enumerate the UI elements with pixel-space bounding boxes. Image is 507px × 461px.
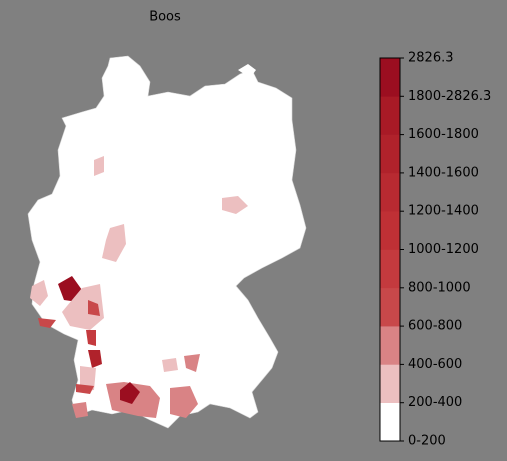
- region-highlight: [62, 284, 104, 330]
- island: [238, 64, 256, 78]
- region-highlight: [72, 402, 88, 418]
- region-highlight: [102, 224, 126, 262]
- country-shape: [27, 55, 307, 429]
- colorbar-segment: [380, 287, 400, 327]
- region-highlight: [120, 382, 140, 404]
- region-highlight: [222, 196, 248, 214]
- region-highlight: [88, 300, 100, 316]
- colorbar-label: 1400-1600: [408, 165, 479, 180]
- colorbar-segment: [380, 249, 400, 289]
- region-highlight: [38, 318, 56, 328]
- colorbar-segment: [380, 172, 400, 212]
- colorbar-segment: [380, 134, 400, 174]
- colorbar-label: 1800-2826.3: [408, 89, 491, 104]
- colorbar: 0-200 200-400 400-600 600-800 800-1000 1000-1…: [379, 51, 491, 449]
- colorbar-segment: [380, 326, 400, 365]
- colorbar-segment: [380, 58, 400, 97]
- region-highlight: [170, 386, 198, 418]
- colorbar-label: 1000-1200: [408, 242, 479, 257]
- region-highlight: [86, 330, 96, 346]
- colorbar-label: 600-800: [408, 319, 462, 334]
- region-highlight: [76, 384, 94, 394]
- region-highlight: [162, 358, 178, 372]
- region-highlight: [94, 156, 104, 176]
- region-highlight: [30, 280, 48, 306]
- colorbar-label: 200-400: [408, 395, 462, 410]
- colorbar-segment: [380, 96, 400, 135]
- colorbar-label: 2826.3: [408, 51, 454, 66]
- region-highlight: [88, 350, 102, 368]
- region-highlight: [184, 354, 200, 372]
- colorbar-segment: [380, 402, 400, 442]
- colorbar-label: 400-600: [408, 357, 462, 372]
- colorbar-label: 0-200: [408, 434, 446, 449]
- colorbar-label: 1200-1400: [408, 204, 479, 219]
- colorbar-segment: [380, 364, 400, 403]
- germany-map: [27, 55, 307, 429]
- colorbar-segment: [380, 211, 400, 250]
- colorbar-label: 1600-1800: [408, 127, 479, 142]
- colorbar-label: 800-1000: [408, 280, 471, 295]
- map-title: Boos: [149, 10, 181, 25]
